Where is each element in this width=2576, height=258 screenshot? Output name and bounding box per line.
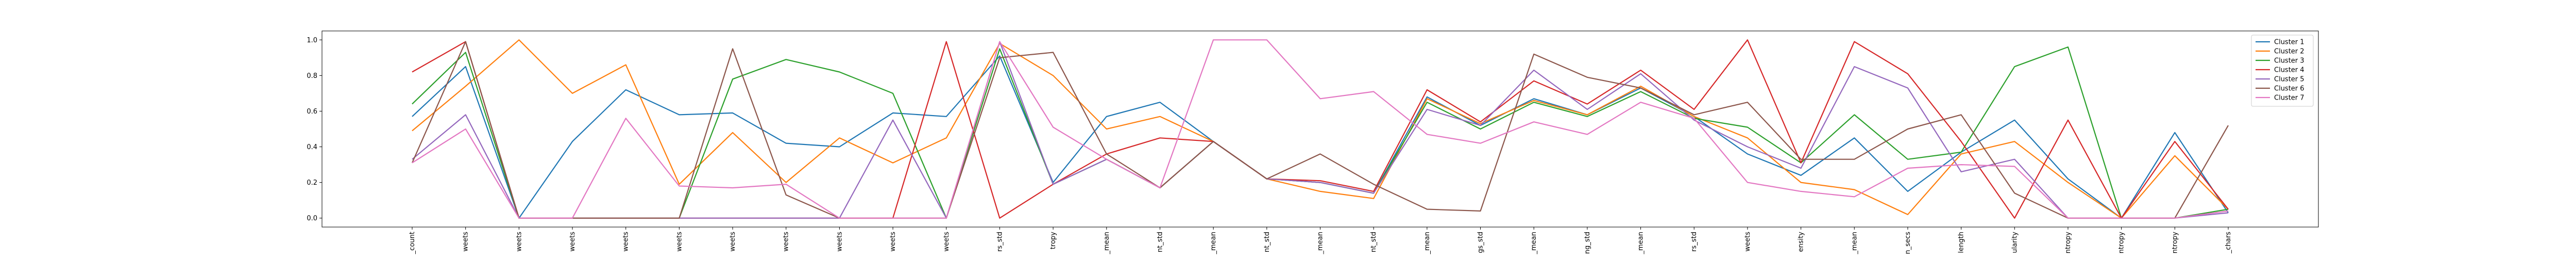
x-tick-label: _count xyxy=(409,232,416,254)
y-tick-label: 0.4 xyxy=(307,143,317,151)
x-tick-label: weets xyxy=(1744,232,1752,252)
x-tick-label: rs_std xyxy=(1690,232,1698,252)
x-tick-label: weets xyxy=(943,232,951,252)
x-tick-label: weets xyxy=(462,232,470,252)
series-line-cluster-5 xyxy=(412,41,2229,219)
x-tick-label: nt_std xyxy=(1263,232,1271,252)
x-tick-label: nt_std xyxy=(1156,232,1164,252)
x-tick-label: nt_std xyxy=(1370,232,1378,252)
y-tick-label: 0.6 xyxy=(307,108,317,116)
x-tick-label: _mean xyxy=(1637,232,1645,254)
legend-label: Cluster 3 xyxy=(2274,57,2304,65)
x-tick-label: weets xyxy=(515,232,523,252)
x-tick-label: length xyxy=(1958,232,1965,253)
x-tick-label: ntropy xyxy=(2171,232,2179,254)
legend-label: Cluster 2 xyxy=(2274,48,2304,56)
legend-label: Cluster 4 xyxy=(2274,67,2304,74)
y-tick-label: 1.0 xyxy=(307,37,317,44)
x-tick-label: weets xyxy=(889,232,897,252)
x-tick-label: gs_std xyxy=(1477,232,1485,253)
x-tick-label: ularity xyxy=(2011,232,2019,253)
x-tick-label: _mean xyxy=(1103,232,1111,254)
plot-background xyxy=(322,31,2318,227)
x-tick-label: ntropy xyxy=(2064,232,2072,254)
legend-label: Cluster 6 xyxy=(2274,85,2304,93)
series-line-cluster-7 xyxy=(412,39,2229,219)
x-tick-label: _chars xyxy=(2225,232,2232,254)
x-tick-label: rs_std xyxy=(996,232,1004,252)
x-tick-label: n_secs xyxy=(1904,232,1912,254)
x-tick-label: weets xyxy=(569,232,577,252)
series-line-cluster-2 xyxy=(412,39,2229,219)
x-tick-label: ensity xyxy=(1798,232,1805,252)
y-tick-label: 0.2 xyxy=(307,179,317,187)
x-tick-label: weets xyxy=(675,232,683,252)
x-tick-label: weets xyxy=(729,232,737,252)
x-tick-label: weets xyxy=(783,232,790,252)
series-layer xyxy=(411,39,2229,219)
plot-frame xyxy=(321,30,2319,228)
x-tick-label: ntropy xyxy=(2118,232,2126,254)
x-tick-label: _mean xyxy=(1530,232,1538,254)
legend-label: Cluster 5 xyxy=(2274,76,2304,84)
legend-label: Cluster 1 xyxy=(2274,39,2304,46)
x-tick-label: _mean xyxy=(1423,232,1431,254)
axes-layer: 0.0 0.2 0.4 0.6 0.8 1.0 _count weets weets weets w… xyxy=(307,37,2232,255)
x-tick-label: _mean xyxy=(1851,232,1858,254)
y-tick-label: 0.8 xyxy=(307,72,317,80)
series-line-cluster-6 xyxy=(411,41,2229,219)
legend-label: Cluster 7 xyxy=(2274,94,2304,102)
x-tick-label: weets xyxy=(836,232,843,252)
x-tick-label: weets xyxy=(622,232,630,252)
x-tick-label: _mean xyxy=(1210,232,1217,254)
y-tick-label: 0.0 xyxy=(307,215,317,222)
x-tick-label: tropy xyxy=(1049,232,1057,249)
x-tick-label: ng_std xyxy=(1584,232,1591,254)
x-tick-label: _mean xyxy=(1317,232,1325,254)
